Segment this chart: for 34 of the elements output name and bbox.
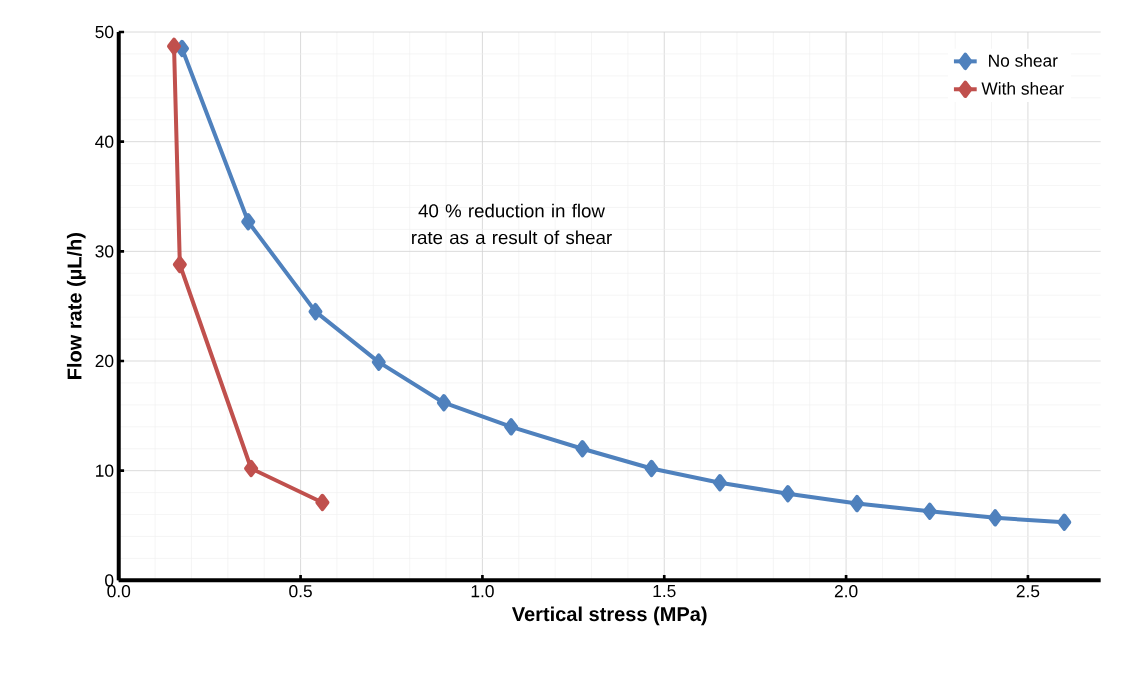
point <box>780 485 795 503</box>
x-tick-label: 2.5 <box>1016 585 1040 598</box>
point <box>241 213 256 231</box>
point <box>371 353 386 371</box>
point <box>644 459 659 478</box>
y-tick-label: 0 <box>105 574 114 587</box>
y-tick-label: 20 <box>95 354 114 368</box>
point <box>436 393 451 412</box>
point <box>988 509 1003 527</box>
y-tick-label: 10 <box>96 464 114 477</box>
point <box>504 418 519 436</box>
x-axis-title: Vertical stress (MPa) <box>511 606 707 626</box>
point <box>244 459 259 478</box>
y-tick-label: 50 <box>95 25 114 39</box>
x-tick-label: 1.5 <box>653 585 676 598</box>
point <box>315 493 330 512</box>
x-tick-label: 0.5 <box>289 585 312 598</box>
point <box>167 37 182 55</box>
point <box>308 302 323 321</box>
legend-label: No shear <box>989 54 1058 67</box>
point <box>172 255 187 274</box>
x-tick-label: 0.0 <box>107 585 131 598</box>
legend-label: With shear <box>981 81 1064 95</box>
y-axis-title: Flow rate (µL/h) <box>66 233 86 379</box>
x-tick-label: 1.0 <box>471 585 494 598</box>
annotation: 40 % reduction in flow rate as a result of shear <box>412 203 612 245</box>
y-tick-label: 30 <box>95 245 114 258</box>
point <box>922 502 937 520</box>
x-tick-label: 2.0 <box>834 585 858 598</box>
point <box>712 474 727 492</box>
point <box>850 494 864 513</box>
point <box>575 440 590 458</box>
y-tick-label: 40 <box>95 135 114 148</box>
point <box>1057 513 1072 531</box>
